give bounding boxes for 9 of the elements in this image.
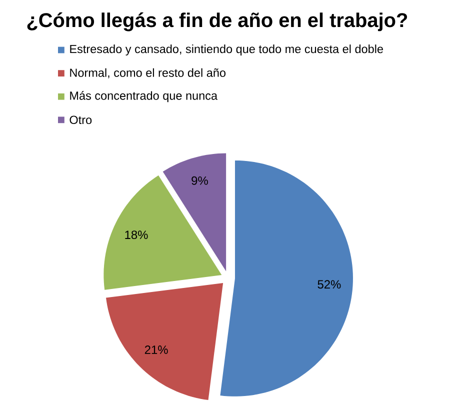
legend-label: Estresado y cansado, sintiendo que todo me cuesta el doble xyxy=(70,44,383,56)
data-label: 18% xyxy=(125,230,148,240)
legend-label: Más concentrado que nunca xyxy=(70,91,218,102)
data-label: 9% xyxy=(192,176,208,185)
legend-label: Normal, como el resto del año xyxy=(70,68,226,78)
chart-title: ¿Cómo llegás a fin de año en el trabajo? xyxy=(27,12,408,32)
data-label: 21% xyxy=(144,346,168,354)
legend-label: Otro xyxy=(70,116,92,124)
data-label: 52% xyxy=(318,280,341,289)
